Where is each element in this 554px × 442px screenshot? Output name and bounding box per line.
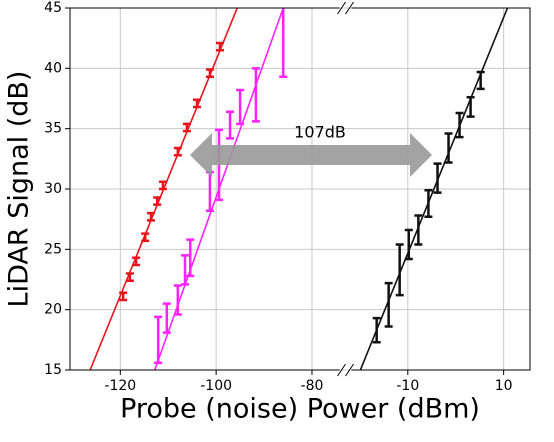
error-bar xyxy=(424,188,433,219)
x-tick-label: -10 xyxy=(396,378,419,394)
y-tick-label: 20 xyxy=(44,302,62,318)
error-bar xyxy=(182,122,191,133)
y-axis-label: LiDAR Signal (dB) xyxy=(4,71,35,308)
error-bar xyxy=(153,196,162,206)
error-bar xyxy=(395,243,404,297)
error-bar xyxy=(205,68,214,79)
error-bar xyxy=(279,8,288,79)
error-bar xyxy=(162,302,171,334)
error-bar xyxy=(476,70,485,91)
x-tick-label: -80 xyxy=(301,378,324,394)
arrow xyxy=(190,133,432,177)
axis-break xyxy=(337,363,346,377)
error-bar xyxy=(404,228,413,261)
y-tick-label: 30 xyxy=(44,181,62,197)
error-bar xyxy=(173,284,182,316)
error-bar xyxy=(226,110,235,140)
error-bar xyxy=(414,214,423,246)
error-bar xyxy=(192,98,201,109)
error-bar xyxy=(141,232,150,243)
error-bar xyxy=(173,146,182,157)
y-tick-label: 45 xyxy=(44,0,62,16)
error-bar xyxy=(125,272,134,282)
x-axis-label: Probe (noise) Power (dBm) xyxy=(120,394,480,425)
axis-break xyxy=(345,363,354,377)
error-bar xyxy=(132,256,141,267)
y-tick-label: 35 xyxy=(44,121,62,137)
x-tick-label: -100 xyxy=(200,378,232,394)
error-bar xyxy=(181,254,189,286)
x-tick-label: -120 xyxy=(104,378,136,394)
error-bar xyxy=(186,238,195,278)
error-bar xyxy=(372,316,381,344)
error-bar xyxy=(146,211,155,222)
error-bar xyxy=(154,315,163,365)
axis-break xyxy=(337,1,346,15)
error-bar xyxy=(455,111,464,139)
fit-line xyxy=(359,8,509,370)
error-bar xyxy=(236,88,245,126)
x-tick-label: 10 xyxy=(495,378,513,394)
plot-area xyxy=(89,8,509,370)
y-tick-label: 15 xyxy=(44,362,62,378)
frame xyxy=(69,7,531,371)
y-tick-label: 25 xyxy=(44,241,62,257)
error-bar xyxy=(384,281,393,328)
axis-break xyxy=(345,1,354,15)
error-bar xyxy=(466,96,475,118)
error-bar xyxy=(158,180,167,191)
annotation: 107dB xyxy=(294,123,346,142)
error-bar xyxy=(433,162,442,194)
y-tick-label: 40 xyxy=(44,60,62,76)
error-bar xyxy=(215,41,224,52)
error-bar xyxy=(119,291,128,302)
error-bar xyxy=(251,67,260,123)
error-bar xyxy=(444,132,453,164)
